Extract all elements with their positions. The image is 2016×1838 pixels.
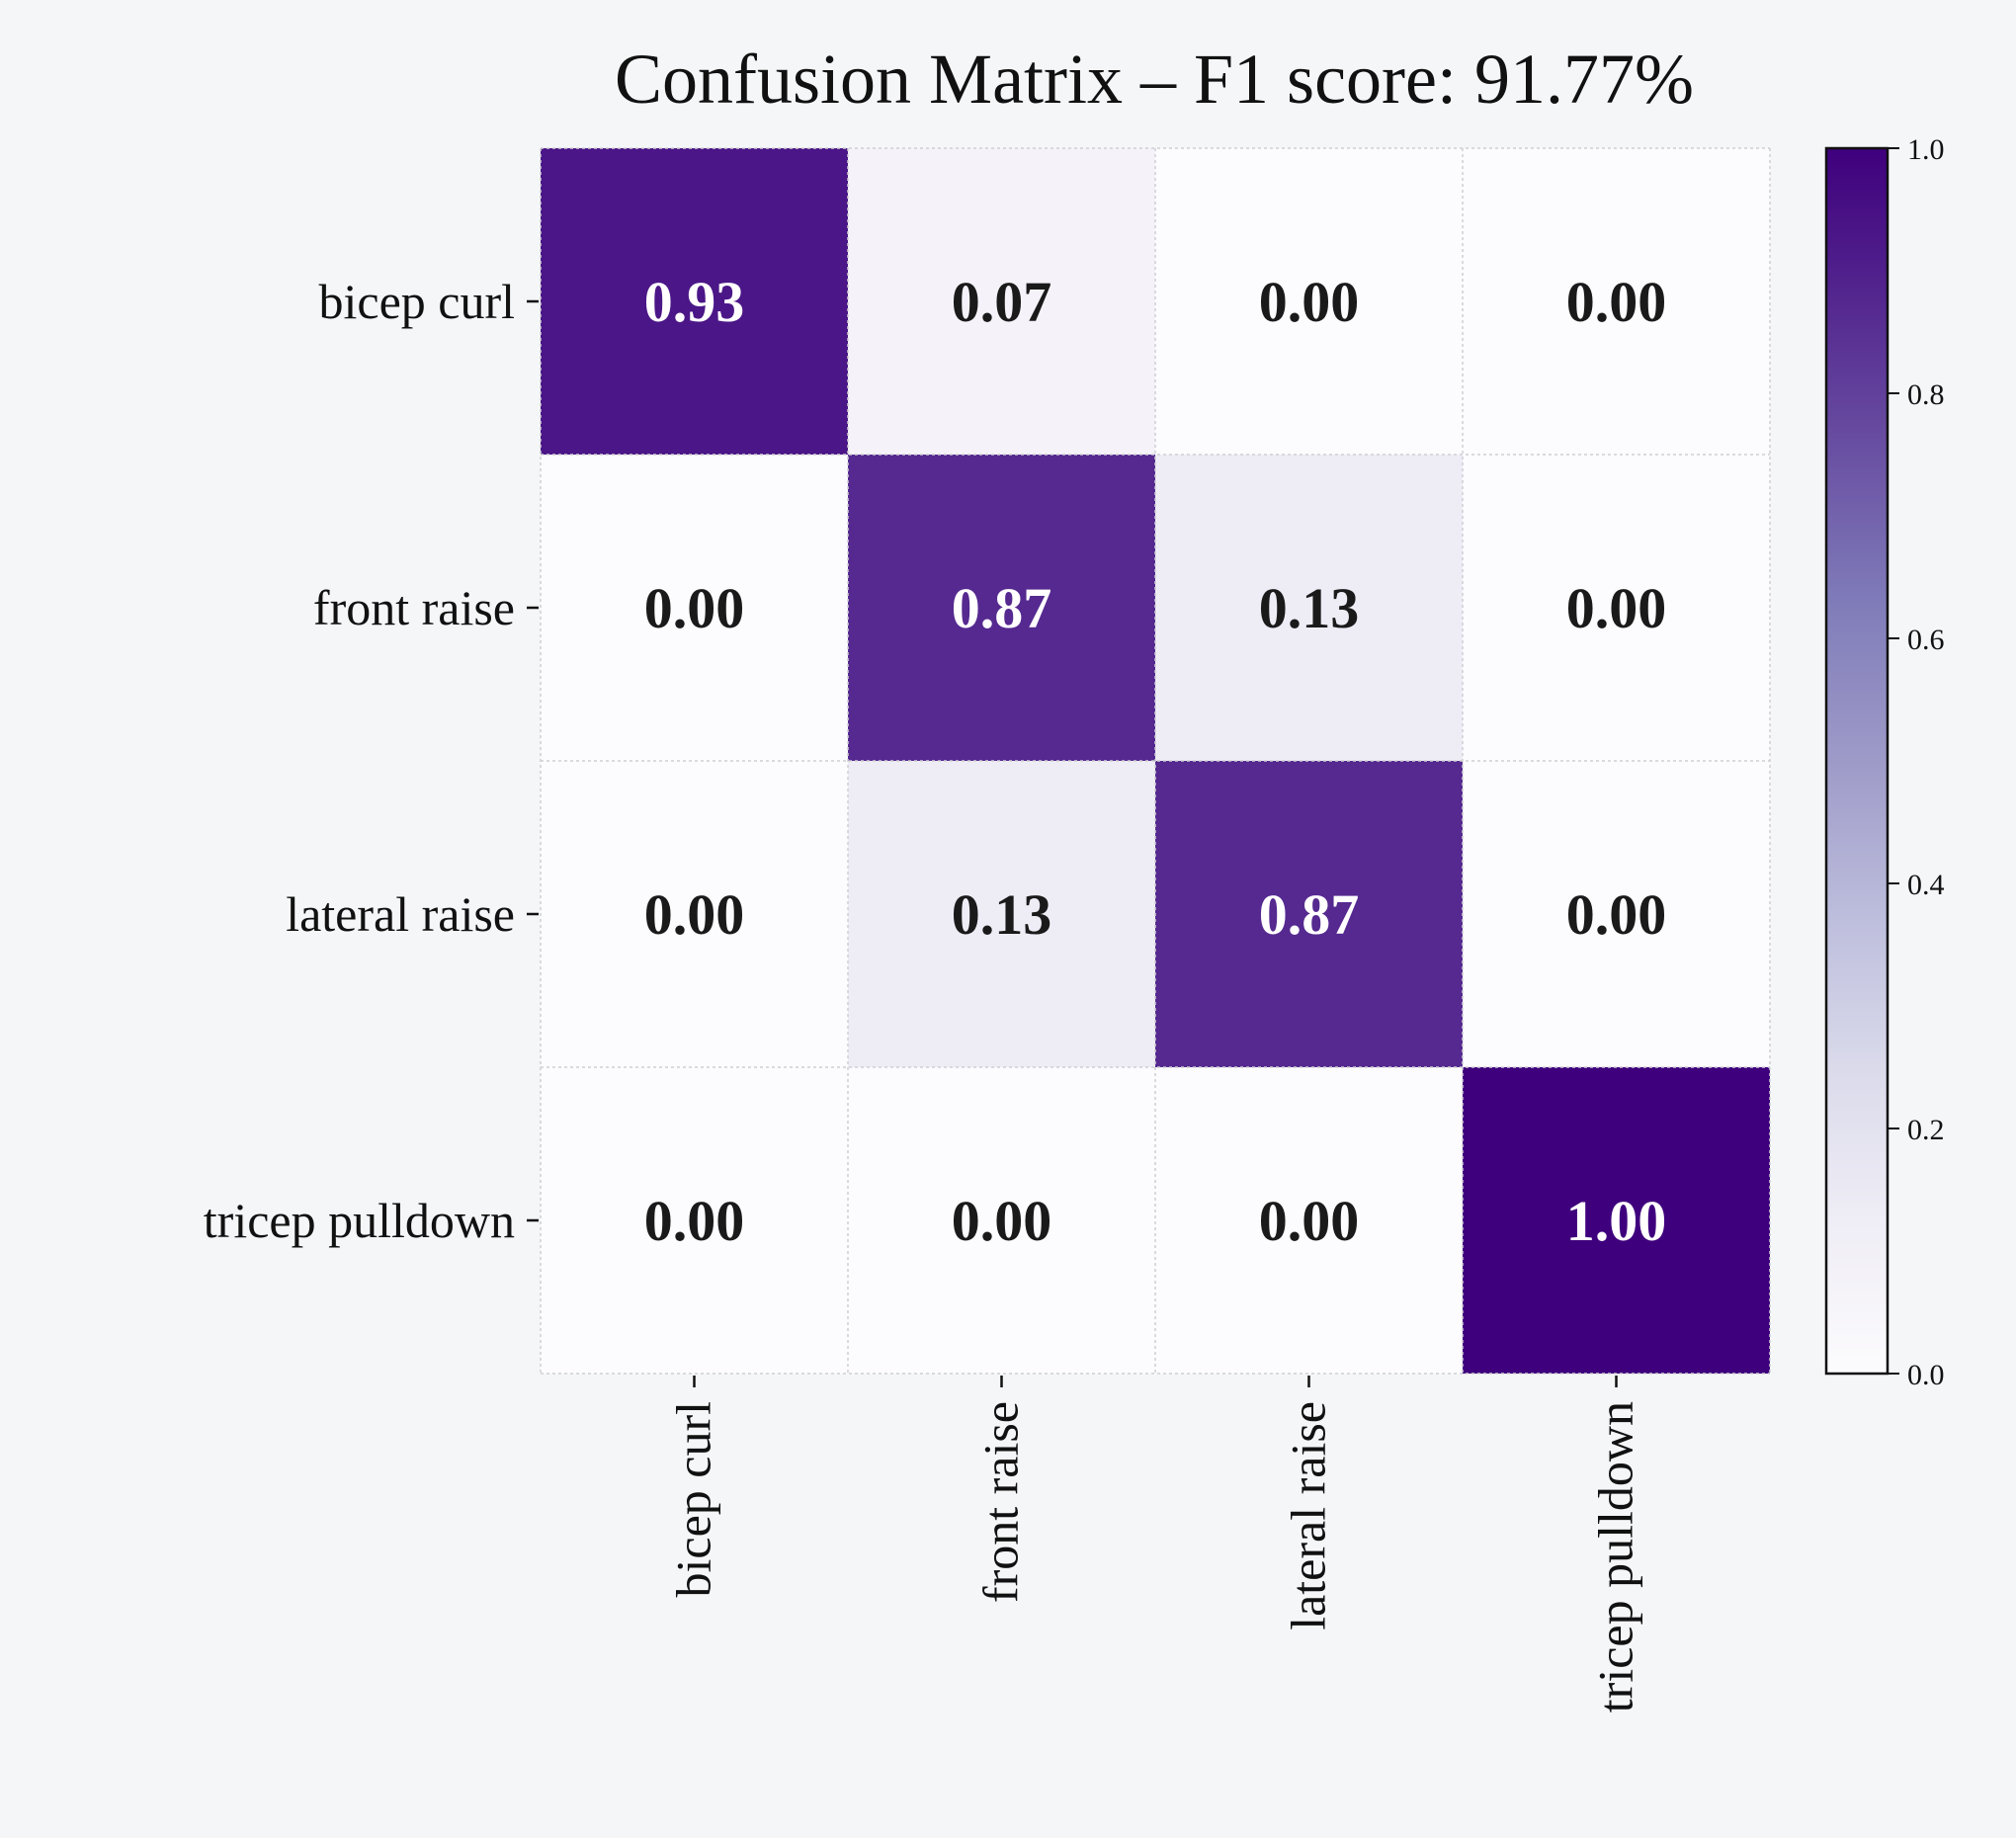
colorbar-tick-label: 1.0: [1907, 133, 1945, 166]
heatmap-cell: [541, 455, 848, 761]
heatmap-cell: [848, 148, 1155, 455]
heatmap-cell: [541, 148, 848, 455]
heatmap-value-label: 0.00: [1259, 270, 1360, 334]
colorbar-tick-label: 0.0: [1907, 1359, 1945, 1391]
heatmap-cell: [1155, 1067, 1463, 1374]
heatmap-cell: [848, 1067, 1155, 1374]
heatmap-cell: [1463, 1067, 1770, 1374]
y-tick-label: lateral raise: [286, 886, 515, 942]
heatmap-value-label: 0.93: [644, 270, 745, 334]
x-tick-label: lateral raise: [1281, 1401, 1336, 1630]
y-tick-label: bicep curl: [318, 274, 515, 329]
heatmap-cell: [848, 761, 1155, 1067]
heatmap-cell: [1155, 761, 1463, 1067]
heatmap-value-label: 0.00: [952, 1189, 1052, 1253]
heatmap-cell: [1155, 455, 1463, 761]
heatmap-cells: [541, 148, 1770, 1374]
heatmap-value-label: 0.00: [1566, 882, 1667, 947]
heatmap-cell: [1463, 148, 1770, 455]
x-tick-label: tricep pulldown: [1588, 1401, 1643, 1713]
heatmap-cell: [1463, 455, 1770, 761]
heatmap-value-labels: 0.93 0.07 0.00 0.00 0.00 0.87 0.13 0.00 0.00 0.13…: [644, 270, 1667, 1253]
colorbar: [1824, 146, 1890, 1376]
heatmap-value-label: 0.00: [644, 576, 745, 640]
y-tick-label: tricep pulldown: [204, 1193, 515, 1248]
colorbar-tick-label: 0.4: [1907, 869, 1945, 901]
chart-title: Confusion Matrix – F1 score: 91.77%: [615, 40, 1694, 119]
colorbar-ticks: 0.0 0.2 0.4 0.6 0.8 1.0: [1888, 133, 1945, 1391]
heatmap-value-label: 1.00: [1566, 1189, 1667, 1253]
colorbar-tick-label: 0.8: [1907, 378, 1945, 411]
heatmap-value-label: 0.00: [1566, 270, 1667, 334]
heatmap-value-label: 0.87: [1259, 882, 1360, 947]
heatmap-gridlines: [540, 147, 1771, 1375]
heatmap-value-label: 0.07: [952, 270, 1052, 334]
heatmap-value-label: 0.13: [1259, 576, 1360, 640]
heatmap-value-label: 0.13: [952, 882, 1052, 947]
heatmap-value-label: 0.87: [952, 576, 1052, 640]
heatmap-value-label: 0.00: [644, 1189, 745, 1253]
x-tick-label: front raise: [973, 1401, 1029, 1603]
y-axis-ticks: bicep curl front raise lateral raise tricep…: [204, 274, 539, 1248]
heatmap-cell: [1463, 761, 1770, 1067]
x-axis-ticks: bicep curl front raise lateral raise tricep…: [666, 1376, 1643, 1713]
heatmap-value-label: 0.00: [644, 882, 745, 947]
heatmap-cell: [541, 1067, 848, 1374]
heatmap-cell: [1155, 148, 1463, 455]
heatmap-cell: [848, 455, 1155, 761]
heatmap-value-label: 0.00: [1566, 576, 1667, 640]
y-tick-label: front raise: [313, 580, 515, 635]
heatmap-cell: [541, 761, 848, 1067]
colorbar-tick-label: 0.2: [1907, 1114, 1945, 1146]
heatmap-value-label: 0.00: [1259, 1189, 1360, 1253]
colorbar-tick-label: 0.6: [1907, 624, 1945, 656]
x-tick-label: bicep curl: [666, 1401, 721, 1598]
